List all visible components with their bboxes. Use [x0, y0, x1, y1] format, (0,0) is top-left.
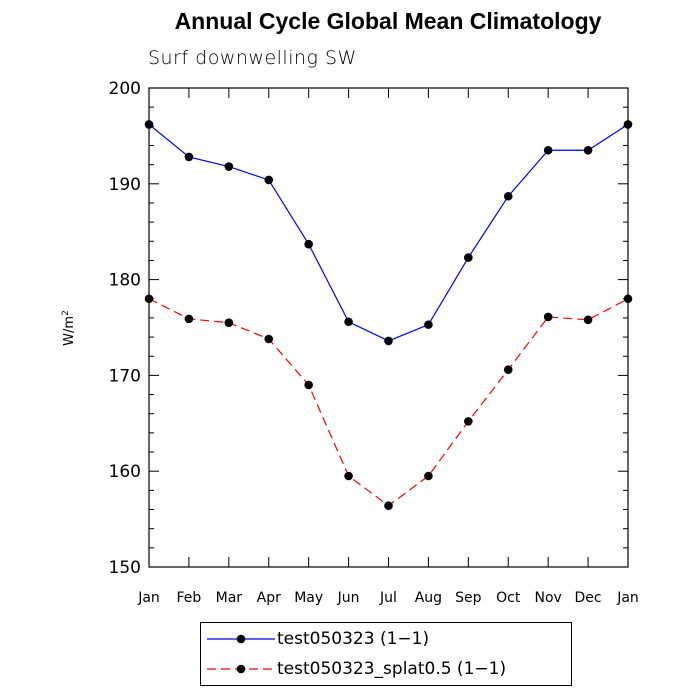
x-tick-label: May — [294, 590, 323, 606]
x-tick-label: Feb — [177, 590, 202, 606]
series-1-point — [464, 253, 473, 262]
series-1-point — [184, 152, 194, 162]
series-1-point — [583, 145, 593, 155]
series-2-point — [384, 501, 393, 510]
y-axis-label: W/m2 — [61, 310, 77, 346]
legend-item-series-1: test050323 (1−1) — [201, 626, 571, 654]
series-2-point — [424, 471, 433, 481]
series-2-point — [144, 294, 154, 304]
series-1-point — [144, 120, 154, 129]
y-tick-label: 170 — [109, 366, 141, 386]
series-2-point — [224, 318, 234, 328]
series-1-point — [344, 317, 353, 327]
series-1-point — [384, 336, 393, 346]
x-tick-label: Dec — [575, 590, 602, 606]
series-2-point — [344, 471, 353, 481]
legend: test050323 (1−1) test050323_splat0.5 (1−… — [200, 622, 572, 686]
x-tick-label: Jan — [616, 590, 639, 606]
x-tick-label: Nov — [535, 590, 562, 606]
series-1-point — [264, 175, 274, 185]
x-tick-label: Aug — [415, 590, 442, 606]
x-tick-label: Sep — [455, 590, 482, 606]
x-tick-label: Apr — [257, 590, 281, 606]
series-2-point — [264, 334, 274, 344]
series-2-point — [503, 365, 513, 374]
x-tick-label: Jul — [379, 590, 397, 606]
series-line-1 — [148, 123, 629, 342]
chart-subtitle: Surf downwelling SW — [148, 47, 357, 69]
series-1-point — [424, 320, 433, 329]
x-tick-label: Oct — [496, 590, 521, 606]
series-1-point — [503, 191, 513, 201]
y-tick-label: 160 — [109, 462, 141, 482]
series-2-point — [464, 417, 473, 426]
series-2-point — [583, 315, 593, 325]
series-1-point — [224, 162, 234, 171]
x-tick-label: Mar — [216, 590, 243, 606]
y-tick-label: 150 — [109, 558, 141, 578]
series-1-point — [623, 120, 633, 129]
series-2-point — [543, 312, 553, 322]
legend-swatch-series-2 — [207, 664, 275, 674]
series-2-point — [304, 380, 313, 390]
y-tick-label: 190 — [109, 175, 141, 195]
x-tick-label: Jan — [137, 590, 160, 606]
series-1-point — [543, 145, 553, 155]
series-2-point — [623, 294, 633, 304]
plot-area: 150 160 170 180 190 200 Jan Feb Mar Apr May Jun Jul A… — [109, 79, 639, 606]
series-1-point — [304, 239, 313, 249]
series-2-point — [184, 314, 194, 324]
legend-item-series-2: test050323_splat0.5 (1−1) — [201, 656, 571, 684]
legend-label-series-2: test050323_splat0.5 (1−1) — [277, 659, 507, 679]
series-line-2 — [148, 298, 629, 507]
y-tick-label: 180 — [109, 271, 141, 291]
line-chart: 150 160 170 180 190 200 Jan Feb Mar Apr May Jun Jul A… — [61, 79, 639, 606]
legend-label-series-1: test050323 (1−1) — [277, 629, 430, 649]
plot-frame — [148, 87, 629, 568]
x-tick-label: Jun — [337, 590, 360, 606]
chart-title: Annual Cycle Global Mean Climatology — [174, 8, 602, 34]
legend-swatch-series-1 — [207, 634, 275, 644]
y-tick-label: 200 — [109, 79, 141, 99]
